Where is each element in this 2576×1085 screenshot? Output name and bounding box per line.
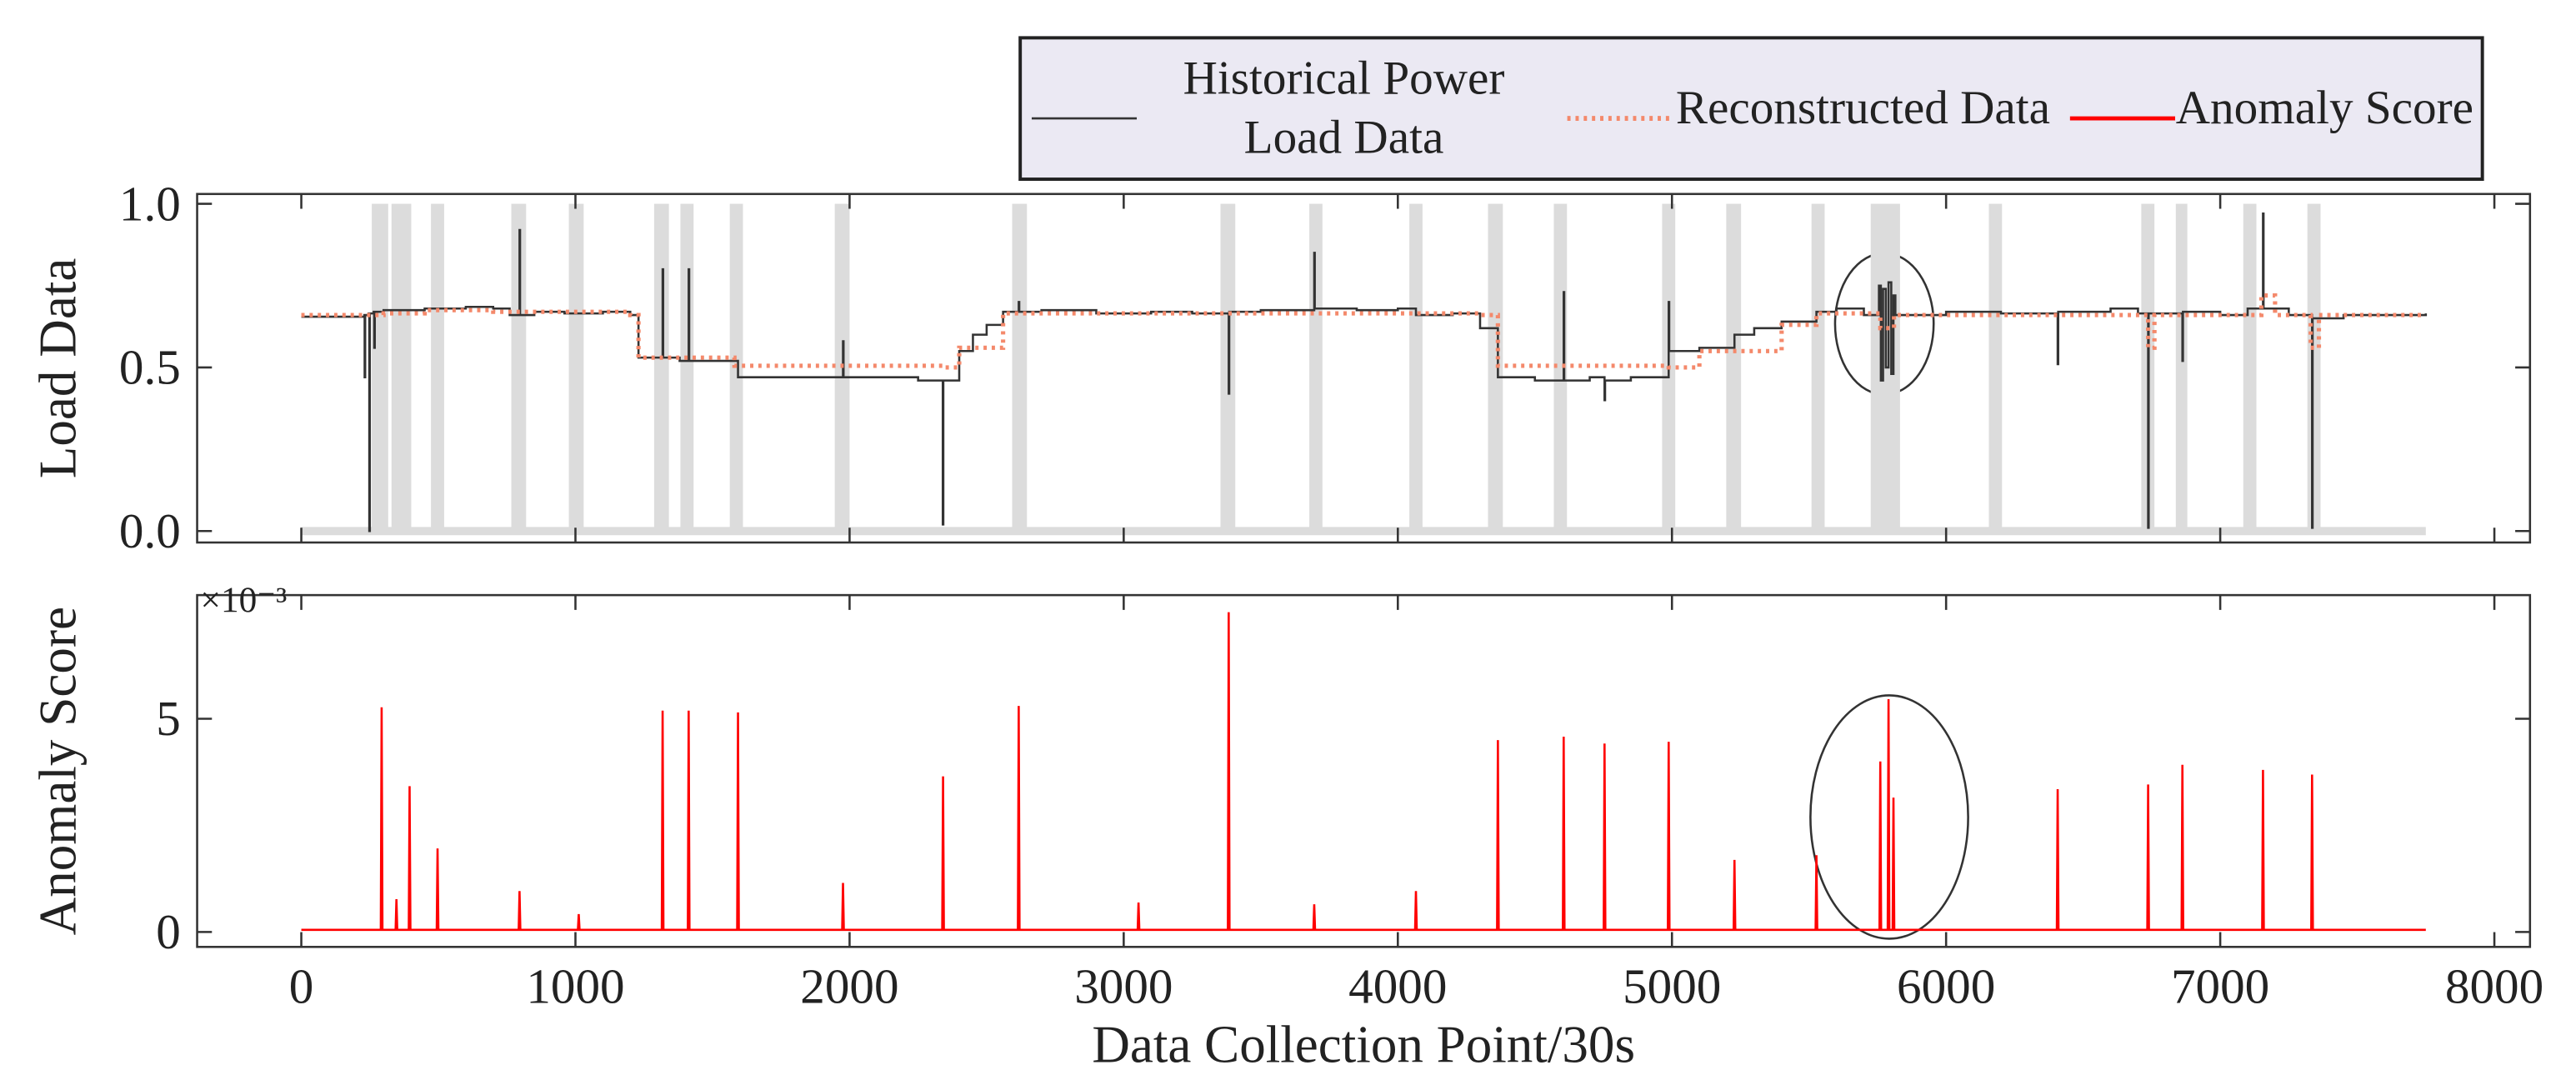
x-tick-label: 8000 bbox=[2445, 958, 2543, 1013]
highlight-span bbox=[1988, 203, 2003, 532]
x-tick-label: 6000 bbox=[1897, 958, 1995, 1013]
x-tick-label: 3000 bbox=[1074, 958, 1173, 1013]
legend-swatch bbox=[2069, 116, 2176, 121]
y-multiplier: ×10⁻³ bbox=[200, 580, 287, 620]
highlight-span bbox=[653, 203, 669, 532]
highlight-span bbox=[1726, 203, 1742, 532]
legend-swatch bbox=[1031, 117, 1138, 120]
series-line bbox=[301, 612, 2426, 932]
x-tick-label: 1000 bbox=[526, 958, 624, 1013]
highlight-span bbox=[1811, 203, 1825, 532]
legend-item: Reconstructed Data bbox=[1558, 39, 2060, 178]
highlight-span bbox=[1309, 203, 1323, 532]
highlight-span bbox=[1488, 203, 1503, 532]
highlight-span bbox=[431, 203, 444, 532]
x-tick-label: 2000 bbox=[800, 958, 898, 1013]
legend: Historical Power Load Data Reconstructed … bbox=[1018, 36, 2484, 182]
series-line bbox=[301, 212, 2428, 532]
y-tick-label: 1.0 bbox=[119, 176, 181, 231]
plot-frame bbox=[196, 593, 2532, 948]
highlight-span bbox=[568, 203, 584, 532]
highlight-span bbox=[1409, 203, 1423, 532]
highlight-span bbox=[680, 203, 694, 532]
highlight-span bbox=[1012, 203, 1028, 532]
x-axis-label: Data Collection Point/30s bbox=[1092, 1015, 1635, 1073]
y-tick-label: 0.5 bbox=[119, 340, 181, 395]
x-tick-label: 7000 bbox=[2171, 958, 2269, 1013]
series-line bbox=[301, 292, 2426, 370]
x-tick-label: 4000 bbox=[1348, 958, 1447, 1013]
y-tick-label: 5 bbox=[156, 691, 181, 746]
legend-label: Historical Power Load Data bbox=[1183, 52, 1505, 165]
y-tick-label: 0.0 bbox=[119, 503, 181, 558]
y-axis-label: Anomaly Score bbox=[29, 607, 88, 935]
legend-item: Historical Power Load Data bbox=[1022, 39, 1558, 178]
x-tick-label: 0 bbox=[289, 958, 314, 1013]
y-tick-label: 0 bbox=[156, 904, 181, 959]
highlight-span bbox=[511, 203, 527, 532]
highlight-span bbox=[391, 203, 412, 532]
highlight-span bbox=[2175, 203, 2188, 532]
x-tick-label: 5000 bbox=[1623, 958, 1721, 1013]
highlight-span bbox=[2243, 203, 2257, 532]
legend-item: Anomaly Score bbox=[2060, 39, 2481, 178]
highlight-span bbox=[1553, 203, 1568, 532]
y-axis-label: Load Data bbox=[29, 258, 88, 479]
highlight-ellipse bbox=[1809, 694, 1969, 940]
highlight-span bbox=[372, 203, 388, 532]
legend-swatch bbox=[1567, 116, 1673, 121]
highlight-span bbox=[2307, 203, 2321, 532]
legend-label: Anomaly Score bbox=[2175, 82, 2474, 135]
legend-label: Reconstructed Data bbox=[1675, 82, 2051, 135]
